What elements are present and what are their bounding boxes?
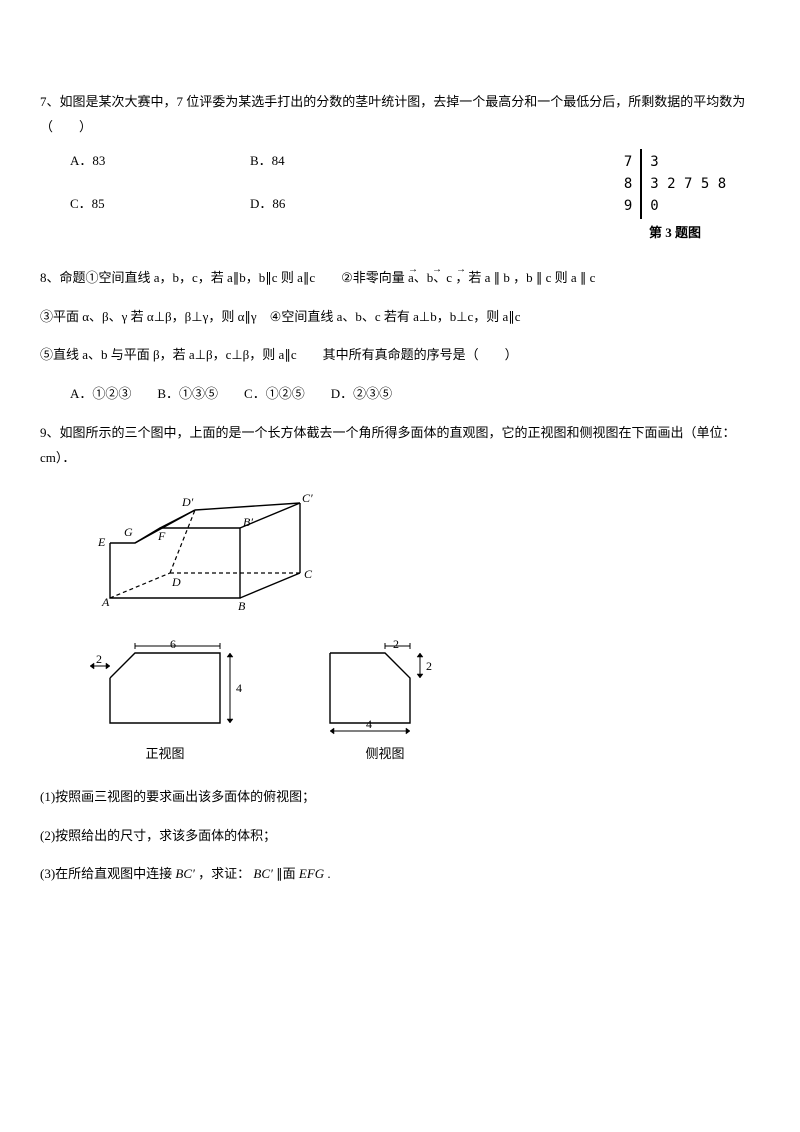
front-view-svg: 6 2 4 [80, 638, 250, 738]
q7-opt-c: C．85 [70, 192, 250, 217]
label-E: E [97, 535, 106, 549]
q7-opt-a: A．83 [70, 149, 250, 174]
q9-sub3-mid: ，求证： [198, 866, 250, 881]
label-Cp: C′ [302, 491, 313, 505]
front-view: 6 2 4 正视图 [80, 638, 250, 767]
q7-text: 7、如图是某次大赛中，7 位评委为某选手打出的分数的茎叶统计图，去掉一个最高分和… [40, 90, 760, 139]
q7-opts-row-1: A．83 B．84 [70, 149, 590, 174]
q9-sub3: (3)在所给直观图中连接 BC′ ，求证： BC′ ∥面 EFG . [40, 862, 760, 887]
q9-sub3-bc2: BC′ [253, 866, 272, 881]
q7-body: A．83 B．84 C．85 D．86 7 8 9 3 3 2 7 5 8 0 [40, 149, 760, 246]
front-view-label: 正视图 [80, 742, 250, 767]
q8-vectors: a、b、c → → → [408, 266, 452, 291]
q7-options: A．83 B．84 C．85 D．86 [40, 149, 590, 234]
oblique-view-svg: A B C D E F G B′ C′ D′ [80, 488, 330, 628]
q9-sub3-efg: EFG [299, 866, 324, 881]
label-C: C [304, 567, 313, 581]
stem-leaf-table: 7 8 9 3 3 2 7 5 8 0 [590, 149, 760, 219]
q7-opt-b: B．84 [250, 149, 430, 174]
side-dim-cuth: 2 [426, 659, 432, 673]
front-dim-w: 6 [170, 638, 176, 651]
leaf-column: 3 3 2 7 5 8 0 [641, 149, 734, 219]
front-dim-cut: 2 [96, 652, 102, 666]
side-view-label: 侧视图 [310, 742, 460, 767]
label-G: G [124, 525, 133, 539]
stem-1: 8 [624, 173, 632, 195]
q8-line3: ⑤直线 a、b 与平面 β，若 a⊥β，c⊥β，则 a∥c 其中所有真命题的序号… [40, 343, 760, 368]
q8-line1-post: ，若 a ∥ b ，b ∥ c 则 a ∥ c [455, 270, 595, 285]
q9-sub3-end: . [327, 866, 330, 881]
question-7: 7、如图是某次大赛中，7 位评委为某选手打出的分数的茎叶统计图，去掉一个最高分和… [40, 90, 760, 246]
stem-2: 9 [624, 195, 632, 217]
leaf-2: 0 [650, 195, 726, 217]
label-A: A [101, 595, 110, 609]
stem-0: 7 [624, 151, 632, 173]
q9-intro: 9、如图所示的三个图中，上面的是一个长方体截去一个角所得多面体的直观图，它的正视… [40, 421, 760, 470]
stem-column: 7 8 9 [616, 149, 641, 219]
q9-sub3-pre: (3)在所给直观图中连接 [40, 866, 175, 881]
front-dim-h: 4 [236, 681, 242, 695]
stem-leaf-plot: 7 8 9 3 3 2 7 5 8 0 第 3 题图 [590, 149, 760, 246]
stem-leaf-caption: 第 3 题图 [590, 221, 760, 246]
side-view-svg: 2 2 4 [310, 638, 460, 738]
q8-line1-pre: 8、命题①空间直线 a，b，c，若 a∥b，b∥c 则 a∥c ②非零向量 [40, 270, 405, 285]
leaf-0: 3 [650, 151, 726, 173]
q9-figures: A B C D E F G B′ C′ D′ [80, 488, 760, 767]
label-Dp: D′ [181, 495, 194, 509]
q7-opts-row-2: C．85 D．86 [70, 192, 590, 217]
label-D: D [171, 575, 181, 589]
side-dim-cutw: 2 [393, 638, 399, 651]
q8-options: A．①②③ B．①③⑤ C．①②⑤ D．②③⑤ [40, 382, 760, 407]
label-B: B [238, 599, 246, 613]
side-view: 2 2 4 侧视图 [310, 638, 460, 767]
q9-sub3-post: ∥面 [276, 866, 299, 881]
side-dim-w: 4 [366, 717, 372, 731]
q7-opt-d: D．86 [250, 192, 430, 217]
q8-line1: 8、命题①空间直线 a，b，c，若 a∥b，b∥c 则 a∥c ②非零向量 a、… [40, 266, 760, 291]
orthographic-views: 6 2 4 正视图 [80, 638, 760, 767]
label-F: F [157, 529, 166, 543]
q9-sub1: (1)按照画三视图的要求画出该多面体的俯视图； [40, 785, 760, 810]
label-Bp: B′ [243, 515, 253, 529]
q9-sub2: (2)按照给出的尺寸，求该多面体的体积； [40, 824, 760, 849]
q8-line2: ③平面 α、β、γ 若 α⊥β，β⊥γ，则 α∥γ ④空间直线 a、b、c 若有… [40, 305, 760, 330]
leaf-1: 3 2 7 5 8 [650, 173, 726, 195]
q9-sub3-bc1: BC′ [175, 866, 194, 881]
vector-arrow-icon: → → → [408, 260, 452, 279]
